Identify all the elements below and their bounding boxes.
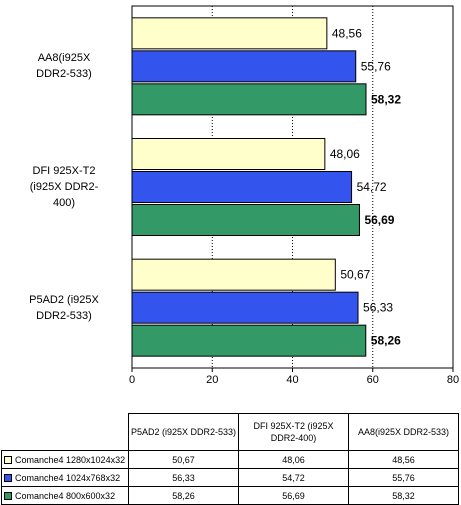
bar: [131, 50, 357, 83]
table-header-row: P5AD2 (i925X DDR2-533) DFI 925X-T2 (i925…: [1, 413, 459, 451]
data-label: 50,67: [340, 268, 370, 282]
x-tick-label: 40: [286, 374, 298, 386]
table-cell: 56,69: [238, 486, 349, 505]
category-label: AA8(i925X DDR2-533): [0, 50, 128, 82]
legend-swatch: [4, 455, 12, 464]
data-label: 48,56: [332, 26, 362, 40]
bar: [131, 17, 328, 50]
table-cell: 56,33: [128, 468, 239, 487]
category-label-line: P5AD2 (i925X: [29, 293, 99, 306]
x-tick-label: 60: [367, 374, 379, 386]
category-label-line: DDR2-533): [36, 68, 92, 81]
bar: [131, 204, 360, 236]
table-row-label: Comanche4 1280x1024x32: [1, 450, 129, 469]
x-tick-label: 80: [447, 374, 459, 386]
data-label: 55,76: [361, 59, 391, 73]
table-cell: 55,76: [348, 468, 459, 487]
x-tick-label: 20: [206, 374, 218, 386]
table-cell: 48,56: [348, 450, 459, 469]
bar: [131, 171, 353, 203]
bar-chart: 0 20 40 60 80 48,56 55,76 58,32 48,06 54,72 56,69 5…: [129, 5, 459, 386]
bar: [131, 138, 326, 170]
category-label-line: DDR2-533): [36, 309, 92, 322]
bar: [131, 291, 359, 324]
table-cell: 58,32: [348, 486, 459, 505]
data-table: P5AD2 (i925X DDR2-533) DFI 925X-T2 (i925…: [1, 413, 459, 505]
legend-swatch: [4, 491, 12, 500]
table-cell: 48,06: [238, 450, 349, 469]
category-label-line: AA8(i925X: [37, 52, 91, 65]
category-label-line: 400): [52, 197, 76, 209]
category-label-line: DFI 925X-T2: [32, 165, 96, 177]
category-label: P5AD2 (i925X DDR2-533): [0, 292, 128, 324]
data-label: 56,69: [364, 213, 394, 227]
data-label: 58,32: [371, 92, 401, 106]
category-label: DFI 925X-T2 (i925X DDR2- 400): [0, 163, 128, 211]
table-header-cell: P5AD2 (i925X DDR2-533): [128, 413, 239, 451]
table-cell: 54,72: [238, 468, 349, 487]
bar: [131, 83, 367, 116]
table-corner: [1, 413, 129, 451]
table-cell: 50,67: [128, 450, 239, 469]
table-header-cell: DFI 925X-T2 (i925X DDR2-400): [238, 413, 349, 451]
data-label: 56,33: [363, 301, 393, 315]
category-label-line: (i925X DDR2-: [29, 181, 99, 193]
table-row-label: Comanche4 800x600x32: [1, 486, 129, 505]
data-label: 54,72: [357, 180, 387, 194]
bar: [131, 324, 367, 357]
table-header-cell: AA8(i925X DDR2-533): [348, 413, 459, 451]
bar: [131, 258, 336, 291]
data-label: 58,26: [371, 334, 401, 348]
legend-label: Comanche4 800x600x32: [15, 490, 116, 501]
data-label: 48,06: [330, 147, 360, 161]
table-row-label: Comanche4 1024x768x32: [1, 468, 129, 487]
legend-swatch: [4, 473, 12, 482]
legend-label: Comanche4 1280x1024x32: [15, 454, 126, 465]
table-row: Comanche4 1280x1024x32 50,67 48,06 48,56: [1, 450, 459, 469]
table-row: Comanche4 800x600x32 58,26 56,69 58,32: [1, 486, 459, 505]
legend-label: Comanche4 1024x768x32: [15, 472, 121, 483]
table-row: Comanche4 1024x768x32 56,33 54,72 55,76: [1, 468, 459, 487]
x-tick-label: 0: [129, 374, 135, 386]
table-cell: 58,26: [128, 486, 239, 505]
